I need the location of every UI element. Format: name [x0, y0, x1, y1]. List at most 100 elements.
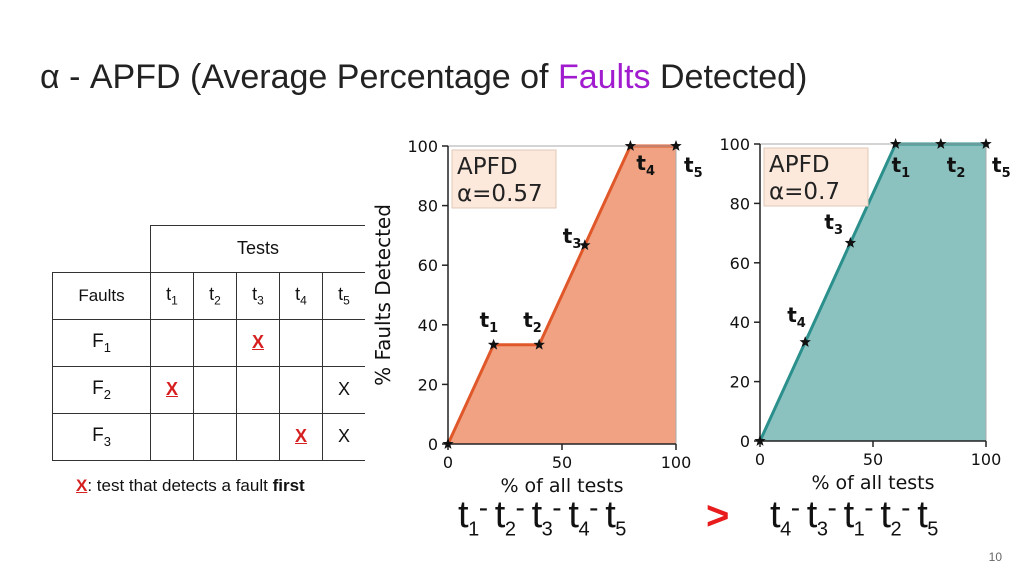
matrix-cell	[150, 318, 194, 367]
detection-mark: X	[337, 426, 350, 446]
matrix-cell: X	[279, 412, 323, 461]
matrix-cell: X	[322, 365, 365, 414]
sequence-item: t5	[917, 494, 938, 541]
data-point	[533, 338, 545, 350]
x-tick-label: 50	[863, 450, 883, 469]
y-tick-label: 80	[418, 197, 438, 216]
y-tick-label: 20	[730, 373, 750, 392]
matrix-cell	[193, 412, 237, 461]
y-tick-label: 100	[719, 135, 750, 154]
sequence-dash: -	[790, 492, 807, 523]
x-tick-label: 100	[661, 453, 692, 472]
first-detection-mark: X	[165, 379, 178, 399]
sequence-dash: -	[552, 492, 569, 523]
matrix-cell	[279, 318, 323, 367]
faults-header: Faults	[52, 271, 151, 320]
sequence-right: t4- t3- t1- t2- t5	[770, 492, 938, 542]
column-header-t2: t2	[193, 271, 237, 320]
apfd-chart-left: 0 20 40 60 80 100 0 50 100 % of all tests % Faults…	[371, 137, 703, 497]
legend-text: : test that detects a fault	[87, 476, 273, 495]
apfd-box	[451, 149, 557, 209]
point-label: t5	[684, 153, 703, 181]
title-post: Detected)	[650, 58, 808, 96]
data-point	[980, 138, 992, 149]
y-tick-label: 60	[418, 256, 438, 275]
data-point	[889, 138, 902, 149]
alpha-value: α=0.7	[769, 179, 840, 205]
matrix-cell	[322, 318, 365, 367]
point-label: t3	[563, 224, 582, 252]
x-axis-label: % of all tests	[500, 475, 623, 497]
y-tick-label: 0	[740, 432, 750, 451]
y-tick-label: 0	[428, 435, 438, 454]
column-header-t4: t4	[279, 271, 323, 320]
data-point	[579, 239, 591, 251]
y-tick-label: 40	[418, 316, 438, 335]
x-tick-label: 50	[552, 453, 572, 472]
point-label: t5	[992, 153, 1011, 181]
first-detection-mark: X	[294, 426, 307, 446]
matrix-cell	[193, 365, 237, 414]
sequence-dash: -	[478, 492, 495, 523]
matrix-cell: X	[150, 365, 194, 414]
sequence-item: t3	[531, 494, 553, 541]
point-label: t3	[824, 210, 843, 238]
data-point	[844, 236, 857, 248]
first-detection-mark: X	[251, 332, 264, 352]
area-fill	[760, 144, 986, 441]
y-tick-label: 100	[407, 137, 438, 156]
sequence-dash: -	[827, 492, 844, 523]
sequence-item: t4	[568, 494, 590, 541]
x-tick-label: 100	[971, 450, 1002, 469]
legend-bold: first	[272, 476, 305, 495]
apfd-label: APFD	[457, 154, 518, 180]
y-tick-label: 60	[730, 254, 750, 273]
y-axis-label: % Faults Detected	[371, 204, 395, 386]
slide-title: α - APFD (Average Percentage of Faults D…	[40, 58, 807, 97]
tests-header: Tests	[150, 225, 365, 273]
sequence-item: t2	[880, 494, 902, 541]
data-point	[487, 338, 500, 350]
sequence-dash: -	[515, 492, 532, 523]
matrix-cell	[193, 318, 237, 367]
alpha-value: α=0.57	[457, 181, 543, 207]
x-tick-label: 0	[443, 453, 453, 472]
sequence-left: t1- t2- t3- t4- t5	[458, 492, 626, 542]
apfd-label: APFD	[769, 152, 830, 178]
sequence-dash: -	[864, 492, 881, 523]
column-header-t5: t5	[322, 271, 365, 320]
fault-row-label: F1	[52, 318, 151, 367]
fault-row-label: F2	[52, 365, 151, 414]
sequence-item: t1	[843, 494, 865, 541]
matrix-cell	[236, 412, 280, 461]
data-point	[754, 435, 766, 446]
legend-mark: X	[76, 476, 88, 495]
data-point	[935, 138, 947, 149]
x-axis-label: % of all tests	[811, 472, 934, 494]
data-point	[624, 140, 637, 151]
y-tick-label: 20	[418, 375, 438, 394]
greater-than-sign: >	[706, 494, 730, 538]
detection-mark: X	[337, 379, 350, 399]
x-tick-label: 0	[755, 450, 765, 469]
y-tick-label: 80	[730, 194, 750, 213]
data-point	[670, 140, 682, 151]
point-label: t1	[480, 308, 499, 336]
table-legend: X: test that detects a fault first	[76, 476, 305, 496]
sequence-dash: -	[901, 492, 918, 523]
y-tick-label: 40	[730, 313, 750, 332]
matrix-cell: X	[322, 412, 365, 461]
column-header-t3: t3	[236, 271, 280, 320]
point-label: t4	[787, 303, 806, 331]
sequence-item: t1	[458, 494, 479, 541]
matrix-cell	[150, 412, 194, 461]
table-corner	[52, 225, 151, 273]
matrix-cell	[279, 365, 323, 414]
title-pre: α - APFD (Average Percentage of	[40, 58, 558, 96]
title-highlight: Faults	[557, 58, 651, 96]
data-point	[442, 438, 454, 449]
apfd-box	[763, 147, 869, 207]
matrix-cell	[236, 365, 280, 414]
sequence-item: t4	[770, 494, 791, 541]
page-number: 10	[988, 550, 1002, 564]
